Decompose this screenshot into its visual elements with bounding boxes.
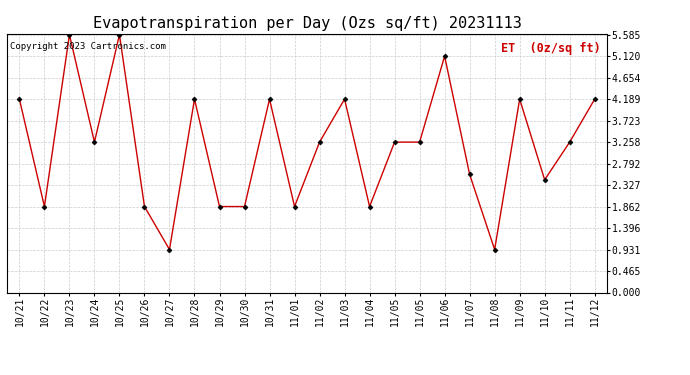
Text: Copyright 2023 Cartronics.com: Copyright 2023 Cartronics.com (10, 42, 166, 51)
Title: Evapotranspiration per Day (Ozs sq/ft) 20231113: Evapotranspiration per Day (Ozs sq/ft) 2… (92, 16, 522, 31)
Text: ET  (0z/sq ft): ET (0z/sq ft) (502, 42, 601, 54)
